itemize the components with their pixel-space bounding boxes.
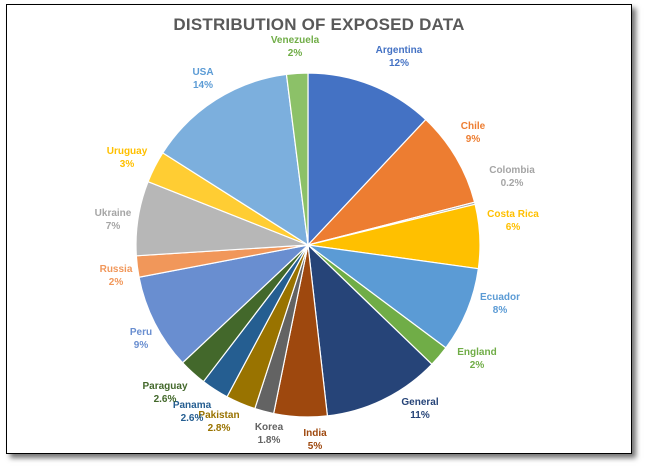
data-label-paraguay: Paraguay 2.6%	[142, 381, 187, 405]
data-label-korea: Korea 1.8%	[255, 422, 284, 446]
data-label-russia: Russia 2%	[100, 264, 133, 288]
data-label-usa: USA 14%	[192, 67, 213, 91]
data-label-chile: Chile 9%	[461, 121, 486, 145]
data-label-uruguay: Uruguay 3%	[107, 146, 148, 170]
pie-slice-argentina	[307, 72, 427, 247]
pie-slice-usa	[161, 73, 309, 247]
data-label-india: India 5%	[303, 428, 327, 452]
data-label-panama: Panama 2.6%	[173, 400, 212, 424]
data-label-peru: Peru 9%	[130, 327, 152, 351]
data-label-general: General 11%	[401, 397, 438, 421]
pie-slice-chile	[306, 118, 476, 247]
data-label-argentina: Argentina 12%	[376, 45, 423, 69]
data-label-ecuador: Ecuador 8%	[480, 292, 520, 316]
data-label-colombia: Colombia 0.2%	[489, 165, 535, 189]
chart-frame: DISTRIBUTION OF EXPOSED DATA Argentina 12…	[6, 4, 632, 454]
chart-title: DISTRIBUTION OF EXPOSED DATA	[173, 15, 465, 34]
pie-slice-general	[307, 243, 433, 417]
pie-chart: Argentina 12% Chile 9%Colombia 0.2% Costa Ric…	[95, 35, 540, 452]
pie-slice-peru	[138, 244, 310, 364]
data-label-england: England 2%	[457, 347, 496, 371]
pie-slice-venezuela	[285, 72, 309, 246]
data-label-ukraine: Ukraine 7%	[95, 208, 132, 232]
data-label-venezuela: Venezuela 2%	[271, 35, 320, 59]
data-label-pakistan: Pakistan 2.8%	[198, 410, 239, 434]
data-label-costa-rica: Costa Rica 6%	[487, 209, 539, 233]
